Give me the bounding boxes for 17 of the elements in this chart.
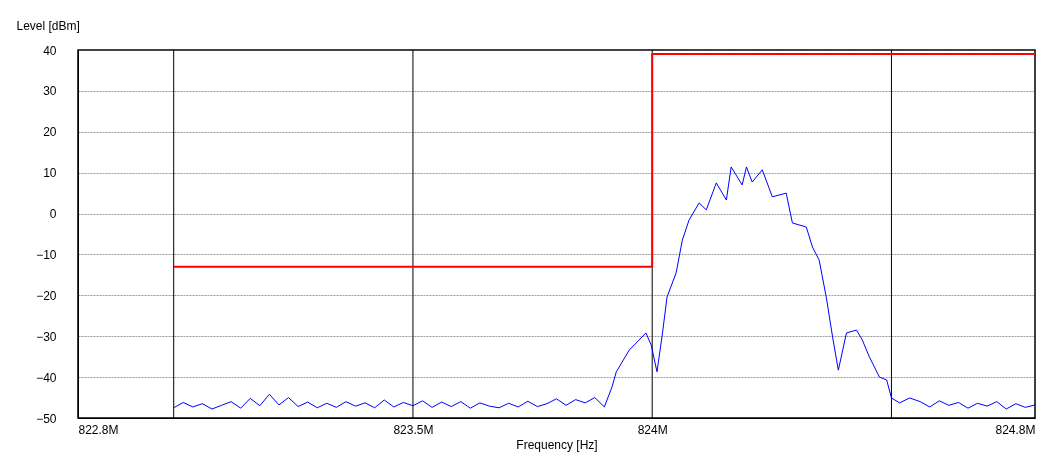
y-tick-label: 0 [49,207,57,222]
y-tick-label: −40 [36,370,57,385]
y-tick-label: −50 [36,411,57,426]
y-axis-title: Level [dBm] [16,18,80,33]
y-tick-label: −30 [36,329,57,344]
x-tick-label: 824M [637,422,668,437]
y-tick-label: 20 [43,125,57,140]
line-series [173,166,1035,410]
x-axis-title: Frequency [Hz] [516,437,598,452]
x-tick-label: 824.8M [995,422,1036,437]
y-tick-label: −20 [36,288,57,303]
y-tick-label: 40 [43,43,57,58]
x-tick-label: 822.8M [78,422,119,437]
y-tick-label: 30 [43,84,57,99]
y-tick-label: −10 [36,247,57,262]
x-tick-label: 823.5M [393,422,434,437]
y-tick-label: 10 [43,166,57,181]
